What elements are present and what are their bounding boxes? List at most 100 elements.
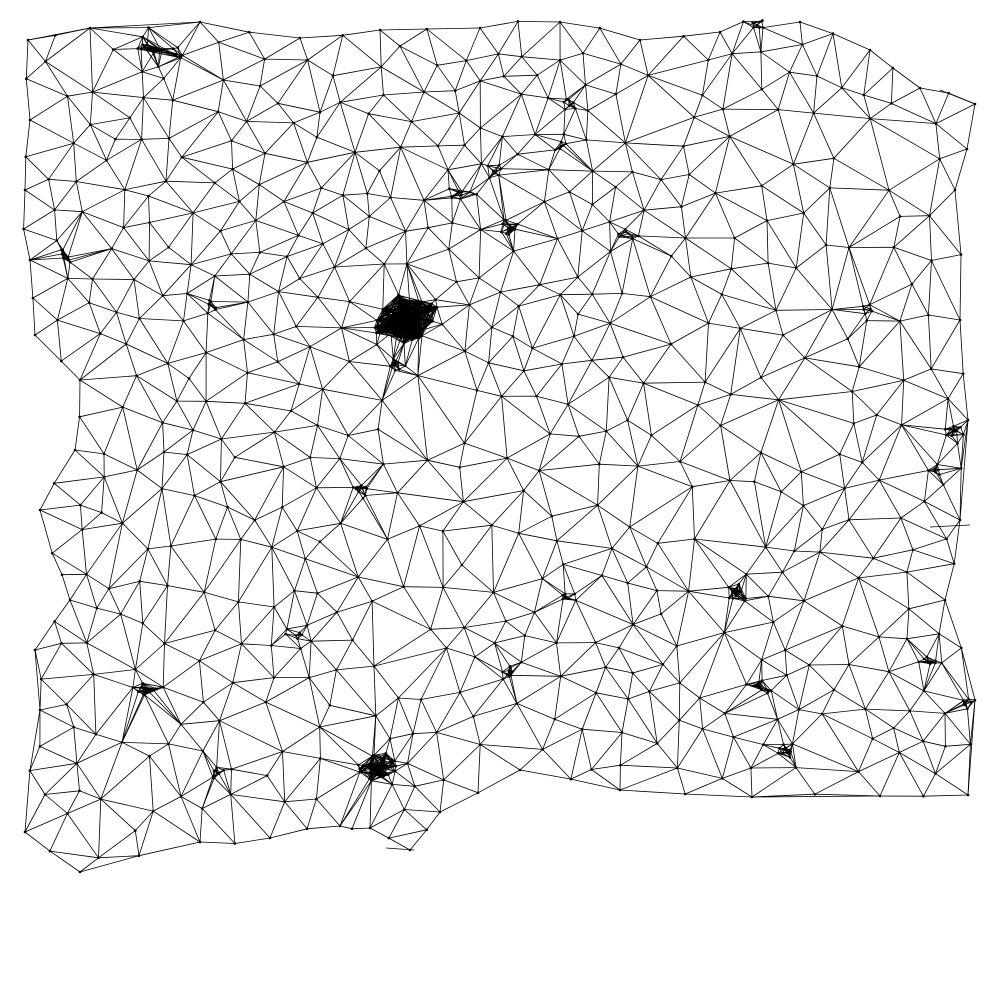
mesh-node — [53, 620, 56, 623]
mesh-edge — [107, 139, 116, 160]
mesh-edge — [256, 220, 299, 235]
mesh-node — [394, 329, 397, 332]
mesh-node — [862, 305, 865, 308]
mesh-node — [802, 504, 805, 507]
mesh-edge — [830, 158, 834, 188]
mesh-edge — [803, 506, 822, 530]
mesh-edge — [220, 721, 232, 770]
mesh-edge — [763, 28, 802, 45]
mesh-node — [776, 718, 779, 721]
mesh-node — [793, 550, 796, 553]
mesh-edge — [380, 30, 381, 67]
mesh-edge — [163, 423, 193, 430]
mesh-edge — [437, 716, 474, 732]
mesh-edge — [77, 763, 80, 791]
mesh-node — [680, 205, 683, 208]
mesh-edge — [616, 75, 648, 94]
mesh-edge — [80, 856, 139, 872]
mesh-edge — [109, 589, 121, 614]
mesh-edge — [231, 254, 250, 274]
mesh-edge — [499, 137, 502, 166]
mesh-edge — [891, 68, 893, 103]
mesh-node — [871, 310, 874, 313]
mesh-node — [733, 237, 736, 240]
mesh-edge — [107, 139, 142, 160]
mesh-edge — [420, 502, 464, 526]
mesh-edge — [447, 648, 475, 657]
mesh-edge — [796, 768, 859, 772]
mesh-node — [627, 232, 630, 235]
mesh-edge — [555, 693, 596, 719]
mesh-edge — [610, 323, 671, 344]
mesh-node — [351, 828, 354, 831]
mesh-node — [477, 792, 480, 795]
mesh-node — [431, 320, 434, 323]
mesh-edge — [323, 244, 335, 267]
mesh-edge — [380, 147, 401, 171]
mesh-edge — [248, 302, 274, 334]
mesh-edge — [591, 765, 620, 769]
mesh-edge — [149, 692, 181, 724]
mesh-node — [645, 566, 648, 569]
mesh-node — [959, 319, 962, 322]
mesh-edge — [715, 186, 761, 193]
mesh-edge — [502, 371, 524, 397]
mesh-edge — [611, 251, 623, 293]
mesh-edge — [657, 591, 661, 614]
mesh-node — [24, 189, 27, 192]
mesh-edge — [913, 539, 947, 550]
mesh-node — [298, 383, 301, 386]
mesh-edge — [644, 382, 706, 383]
mesh-edge — [398, 460, 428, 493]
mesh-edge — [628, 673, 633, 699]
mesh-edge — [57, 320, 100, 334]
mesh-edge — [68, 278, 89, 302]
mesh-node — [412, 732, 415, 735]
mesh-edge — [384, 264, 398, 295]
mesh-node — [73, 726, 76, 729]
mesh-edge — [443, 565, 462, 587]
mesh-node — [411, 322, 414, 325]
mesh-edge — [30, 771, 45, 795]
mesh-edge — [408, 732, 437, 763]
mesh-node — [436, 64, 439, 67]
mesh-edge — [498, 21, 518, 54]
mesh-node — [360, 484, 363, 487]
mesh-node — [135, 374, 138, 377]
mesh-edge — [583, 28, 600, 53]
mesh-node — [784, 747, 787, 750]
mesh-edge — [945, 600, 961, 648]
mesh-edge — [158, 55, 182, 66]
mesh-edge — [762, 186, 767, 221]
mesh-edge — [90, 118, 130, 125]
mesh-edge — [30, 710, 40, 771]
mesh-edge — [657, 743, 677, 768]
mesh-edge — [598, 505, 612, 548]
mesh-node — [591, 359, 594, 362]
mesh-node — [893, 246, 896, 249]
mesh-edge — [826, 245, 849, 248]
mesh-edge — [459, 113, 480, 128]
mesh-node — [359, 771, 362, 774]
mesh-node — [559, 147, 562, 150]
mesh-node — [451, 222, 454, 225]
mesh-node — [888, 189, 891, 192]
mesh-edge — [879, 637, 889, 672]
mesh-node — [429, 628, 432, 631]
mesh-node — [933, 468, 936, 471]
mesh-edge — [859, 572, 907, 578]
mesh-edge — [619, 648, 633, 673]
mesh-edge — [215, 169, 233, 183]
mesh-node — [380, 765, 383, 768]
mesh-node — [857, 577, 860, 580]
mesh-edge — [763, 22, 800, 28]
mesh-edge — [199, 661, 232, 683]
mesh-node — [935, 122, 938, 125]
mesh-edge — [537, 75, 548, 98]
mesh-edge — [842, 626, 849, 665]
mesh-edge — [436, 300, 470, 305]
mesh-edge — [296, 326, 310, 346]
mesh-node — [657, 542, 660, 545]
mesh-node — [609, 322, 612, 325]
mesh-edge — [702, 95, 723, 109]
